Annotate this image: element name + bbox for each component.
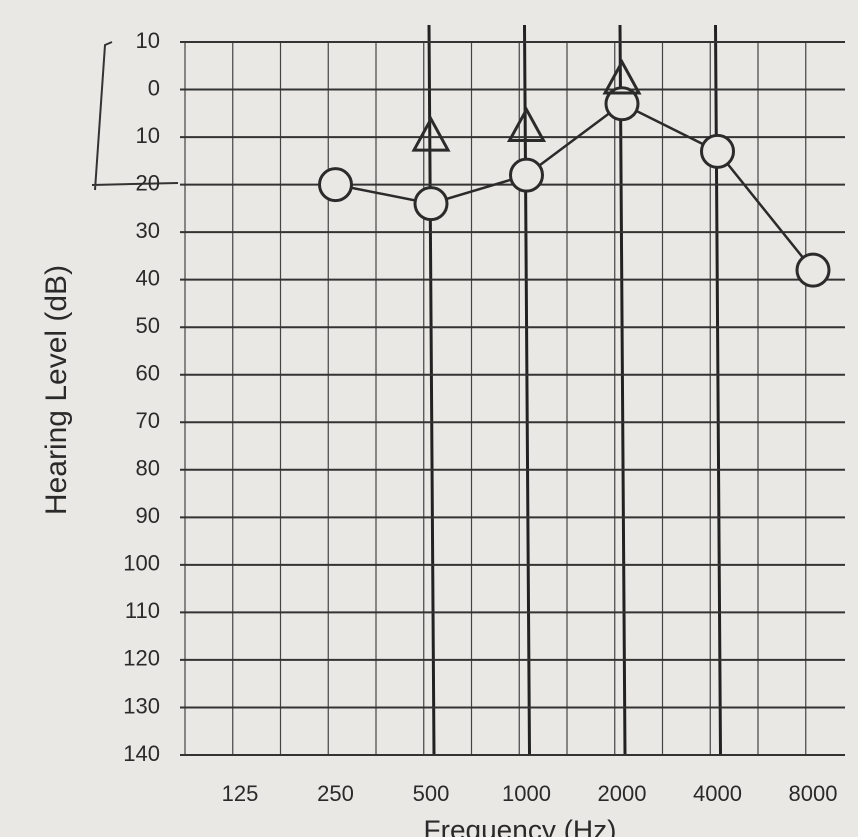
y-tick-label: 30 (136, 218, 160, 243)
x-tick-label: 125 (222, 781, 259, 806)
y-tick-label: 70 (136, 408, 160, 433)
y-tick-label: 140 (123, 741, 160, 766)
y-tick-label: 130 (123, 693, 160, 718)
x-tick-label: 500 (413, 781, 450, 806)
y-tick-label: 0 (148, 75, 160, 100)
y-tick-label: 50 (136, 313, 160, 338)
y-tick-label: 110 (125, 598, 160, 623)
y-tick-label: 10 (136, 28, 160, 53)
circle-marker (511, 159, 543, 191)
y-tick-label: 100 (123, 551, 160, 576)
circle-marker (320, 169, 352, 201)
y-axis-title: Hearing Level (dB) (40, 265, 73, 515)
x-tick-label: 8000 (789, 781, 838, 806)
x-tick-label: 1000 (502, 781, 551, 806)
x-tick-label: 2000 (598, 781, 647, 806)
y-tick-label: 60 (136, 361, 160, 386)
x-tick-label: 250 (317, 781, 354, 806)
circle-marker (702, 135, 734, 167)
y-tick-label: 120 (123, 646, 160, 671)
y-tick-label: 20 (136, 170, 160, 195)
chart: Hearing Level (dB) Frequency (Hz) 100102… (0, 0, 858, 837)
circle-marker (415, 188, 447, 220)
circle-marker (797, 254, 829, 286)
y-tick-label: 40 (136, 265, 160, 290)
x-axis-title: Frequency (Hz) (424, 814, 617, 837)
y-tick-label: 90 (136, 503, 160, 528)
y-tick-label: 80 (136, 456, 160, 481)
x-tick-label: 4000 (693, 781, 742, 806)
y-tick-label: 10 (136, 123, 160, 148)
